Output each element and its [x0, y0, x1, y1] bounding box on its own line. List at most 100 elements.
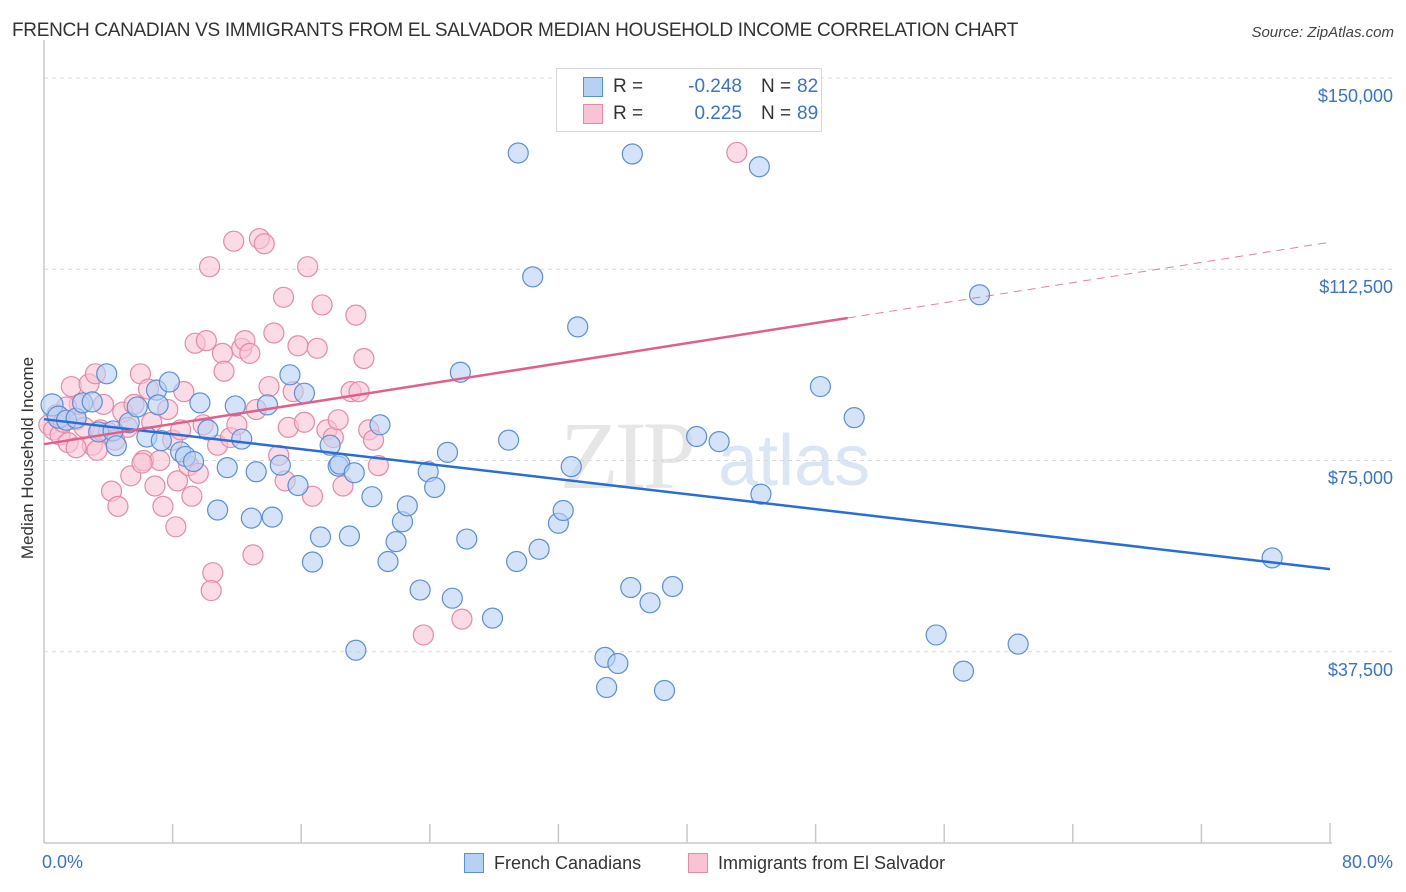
data-point — [189, 392, 211, 414]
data-point — [748, 156, 770, 178]
data-point — [560, 456, 582, 478]
data-point — [181, 485, 203, 507]
data-point — [211, 342, 234, 364]
data-point — [107, 495, 129, 517]
data-point — [207, 499, 229, 521]
trend-line-extension — [847, 241, 1331, 319]
watermark-zip: ZIP — [560, 402, 696, 509]
y-tick-label-150000: $150,000 — [1317, 86, 1393, 106]
y-tick-label-75000: $75,000 — [1327, 468, 1393, 488]
data-point — [245, 461, 267, 483]
data-point — [240, 507, 262, 529]
data-point — [661, 575, 684, 598]
data-point — [686, 425, 708, 448]
n-value: 89 — [797, 103, 819, 124]
data-point — [353, 347, 375, 370]
data-point — [105, 435, 127, 457]
y-axis-label: Median Household Income — [18, 356, 37, 560]
data-point — [258, 375, 280, 398]
n-value: 82 — [797, 76, 819, 97]
data-point — [198, 256, 221, 278]
grid-lines — [44, 77, 1392, 653]
data-point — [256, 394, 279, 416]
n-label: N = — [761, 76, 792, 97]
data-point — [412, 624, 434, 646]
trend-line-french-canadians — [43, 417, 1331, 571]
data-point — [843, 407, 865, 429]
r-label: R = — [613, 76, 644, 97]
data-point — [202, 562, 224, 584]
data-point — [158, 371, 180, 393]
pink-swatch — [583, 104, 603, 124]
data-point — [1007, 633, 1029, 655]
x-tick-label-max: 80.0% — [1341, 852, 1393, 872]
data-point — [253, 233, 275, 255]
data-point — [361, 486, 383, 508]
data-point — [293, 411, 316, 433]
data-point — [596, 676, 618, 699]
data-point — [726, 141, 748, 164]
blue-swatch — [583, 77, 603, 97]
data-point — [377, 550, 399, 573]
data-point — [165, 516, 187, 538]
data-point — [152, 495, 174, 517]
data-point — [147, 394, 169, 416]
data-point — [396, 495, 418, 517]
data-point — [708, 431, 730, 453]
data-point — [197, 419, 219, 441]
data-point — [451, 608, 473, 630]
data-point — [968, 284, 991, 306]
data-point — [1261, 547, 1283, 569]
data-point — [522, 266, 544, 288]
y-tick-label-112500: $112,500 — [1319, 277, 1393, 297]
data-point — [301, 485, 324, 507]
data-point — [166, 470, 189, 492]
series-french-canadians — [40, 142, 1283, 702]
data-point — [607, 652, 629, 675]
r-value: -0.248 — [688, 76, 742, 97]
data-point — [639, 592, 661, 614]
data-point — [620, 576, 642, 599]
data-point — [86, 439, 108, 461]
data-point — [441, 587, 463, 609]
data-point — [311, 294, 333, 316]
data-point — [348, 381, 370, 403]
data-point — [239, 342, 261, 364]
data-point — [528, 538, 550, 560]
data-point — [213, 360, 235, 382]
data-point — [231, 428, 253, 450]
data-point — [809, 375, 832, 398]
trend-line-el-salvador — [43, 316, 848, 446]
data-point — [269, 454, 291, 476]
data-point — [567, 316, 589, 338]
data-point — [497, 429, 520, 451]
data-point — [131, 452, 153, 474]
data-point — [96, 363, 118, 385]
axes — [43, 40, 1332, 844]
data-point — [306, 337, 328, 359]
r-label: R = — [613, 103, 644, 124]
data-point — [952, 660, 975, 682]
data-point — [293, 382, 316, 404]
data-point — [653, 679, 676, 702]
data-point — [81, 391, 103, 413]
data-point — [367, 455, 389, 477]
x-tick-label-min: 0.0% — [42, 852, 84, 872]
data-point — [261, 506, 283, 528]
blue-swatch — [464, 853, 484, 873]
legend-label: French Canadians — [494, 853, 642, 873]
source-label: Source: ZipAtlas.com — [1251, 24, 1394, 41]
data-point — [327, 409, 349, 431]
data-point — [287, 335, 309, 357]
r-value: 0.225 — [694, 103, 742, 124]
data-point — [195, 330, 217, 352]
data-point — [456, 528, 478, 550]
data-point — [343, 462, 365, 484]
data-point — [338, 525, 361, 547]
data-point — [750, 483, 772, 505]
data-point — [126, 396, 148, 418]
data-point — [263, 322, 285, 344]
data-point — [345, 639, 367, 661]
data-point — [287, 474, 309, 497]
